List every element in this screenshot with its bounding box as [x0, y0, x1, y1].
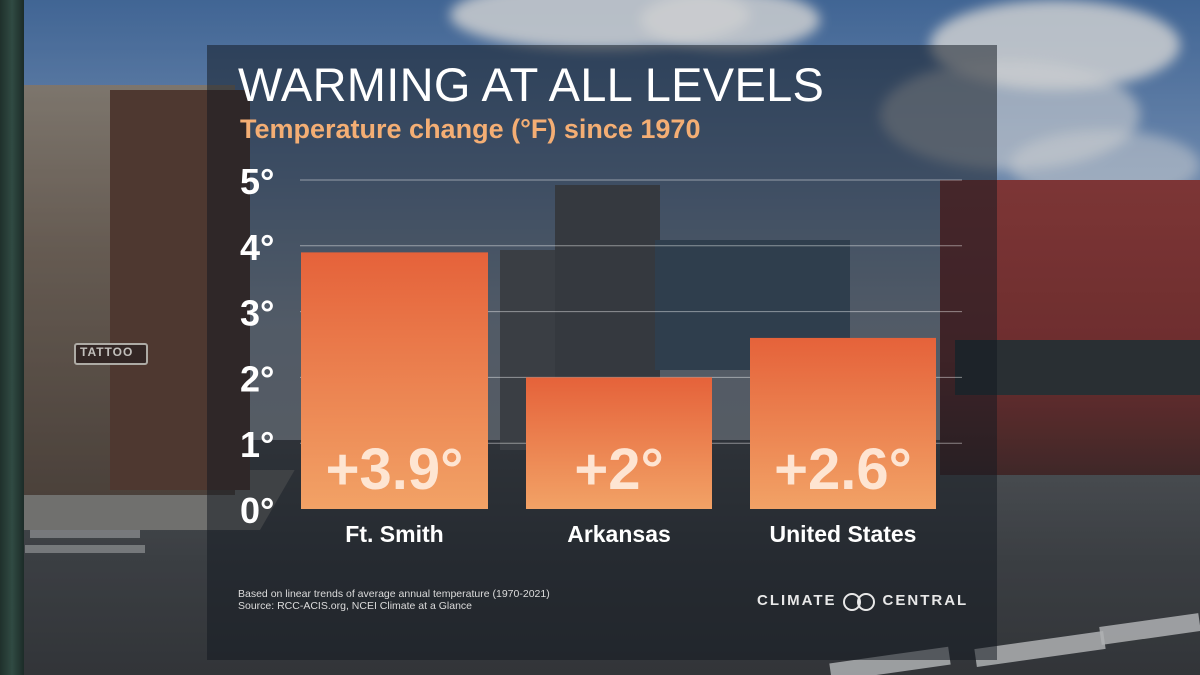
- climate-central-logo: CLIMATE CENTRAL: [757, 592, 969, 611]
- y-tick-label: 3°: [240, 293, 274, 334]
- bar-value-label: +2°: [574, 437, 663, 502]
- crosswalk-stripe: [25, 545, 145, 553]
- y-tick-label: 5°: [240, 161, 274, 202]
- category-label: Arkansas: [567, 521, 671, 547]
- bar-united-states: [750, 337, 936, 509]
- cloud: [640, 0, 820, 50]
- tattoo-sign-text: TATTOO: [80, 345, 134, 359]
- brand-word-central: CENTRAL: [882, 592, 969, 609]
- footnote-method: Based on linear trends of average annual…: [238, 588, 550, 600]
- footnote: Based on linear trends of average annual…: [238, 588, 550, 612]
- crosswalk-stripe: [30, 530, 140, 538]
- category-label: United States: [770, 521, 917, 547]
- bar-value-label: +3.9°: [326, 437, 464, 502]
- brand-word-climate: CLIMATE: [757, 592, 837, 609]
- climate-central-logo-icon: [842, 592, 877, 611]
- y-tick-label: 2°: [240, 358, 274, 399]
- chart-subtitle: Temperature change (°F) since 1970: [240, 114, 701, 144]
- y-tick-label: 4°: [240, 227, 274, 268]
- y-tick-label: 0°: [240, 490, 274, 531]
- bar-arkansas: [526, 377, 712, 509]
- tattoo-sign: [74, 343, 148, 365]
- bar-ft-smith: [301, 252, 488, 509]
- chart-title: WARMING AT ALL LEVELS: [238, 58, 825, 111]
- footnote-source: Source: RCC-ACIS.org, NCEI Climate at a …: [238, 600, 472, 612]
- category-label: Ft. Smith: [345, 521, 443, 547]
- bar-value-label: +2.6°: [774, 437, 912, 502]
- lamp-pole: [0, 0, 24, 675]
- y-tick-label: 1°: [240, 424, 274, 465]
